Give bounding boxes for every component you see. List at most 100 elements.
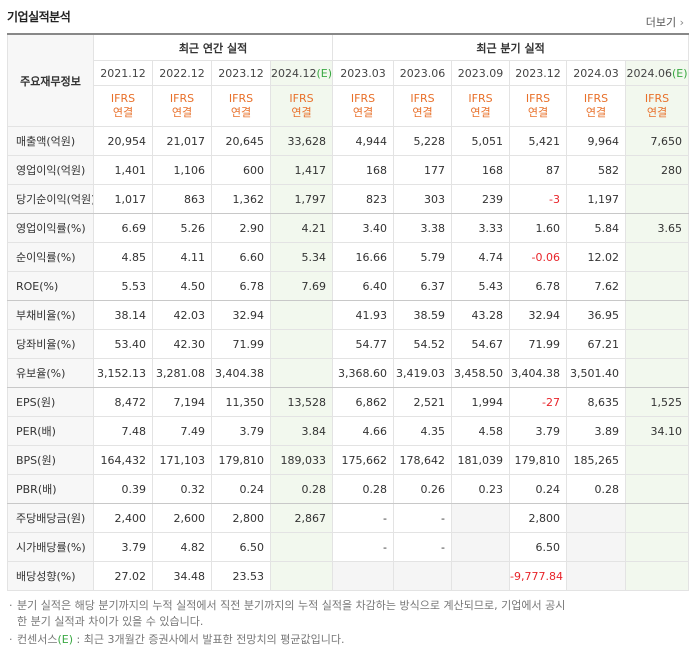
section-title: 기업실적분석 [7, 10, 71, 24]
period: 2023.12 [218, 66, 264, 80]
value-cell: 239 [451, 184, 511, 214]
period-header: 2024.12(E) [269, 60, 334, 86]
header-row: 2021.12 2022.12 2023.12 2024.12(E) 2023.03 20… [8, 60, 690, 86]
standard: IFRS [350, 92, 376, 105]
row-label: 부채비율(%) [7, 300, 94, 330]
value-cell: 71.99 [509, 329, 568, 359]
value-cell: 1,106 [152, 155, 212, 185]
value-cell: 32.94 [509, 300, 568, 330]
period-header: 2023.12 [211, 60, 271, 86]
basis: 연결 [527, 106, 549, 119]
data-row: EPS(원) 8,472 7,194 11,350 13,528 6,862 2,521 1,… [7, 387, 690, 417]
row-label: BPS(원) [7, 445, 94, 475]
group-header: 최근 분기 실적 [332, 33, 690, 61]
row-group: EPS(원) 8,472 7,194 11,350 13,528 6,862 2,521 1,… [7, 387, 690, 504]
value-cell: 5,228 [393, 126, 453, 156]
value-cell: 41.93 [332, 300, 395, 330]
value-cell: 179,810 [211, 445, 271, 475]
value-cell: 1,525 [625, 387, 690, 417]
value-cell: 38.14 [93, 300, 153, 330]
value-cell: 179,810 [509, 445, 568, 475]
basis: 연결 [646, 106, 668, 119]
empty-cell [625, 474, 690, 504]
value-cell: 185,265 [566, 445, 627, 475]
value-cell: 1,797 [269, 184, 334, 214]
basis: 연결 [112, 106, 134, 119]
header-row: IFRS 연결 IFRS 연결 IFRS 연결 IFRS 연결 IFRS 연결 IFRS 연결 IFRS… [8, 85, 690, 127]
basis: 연결 [585, 106, 607, 119]
period-header: 2023.03 [332, 60, 395, 86]
data-row: 유보율(%) 3,152.13 3,281.08 3,404.38 3,368.60 3,… [7, 358, 690, 388]
value-cell: 33,628 [269, 126, 334, 156]
value-cell: 1,417 [269, 155, 334, 185]
value-cell: 11,350 [211, 387, 271, 417]
value-cell: 54.67 [451, 329, 511, 359]
value-cell: 0.28 [566, 474, 627, 504]
data-row: 당기순이익(억원) 1,017 863 1,362 1,797 823 303 239 -3 1,… [7, 184, 690, 214]
empty-cell [625, 184, 690, 214]
value-cell: 43.28 [451, 300, 511, 330]
row-label: EPS(원) [7, 387, 94, 417]
period: 2023.12 [515, 66, 561, 80]
period-header: 2023.06 [393, 60, 453, 86]
period: 2023.09 [457, 66, 504, 80]
standard-header: IFRS 연결 [332, 85, 395, 127]
data-row: BPS(원) 164,432 171,103 179,810 189,033 175,66… [7, 445, 690, 475]
value-cell: 4.66 [332, 416, 395, 446]
value-cell: 3.65 [625, 213, 690, 243]
period: 2024.03 [573, 66, 619, 80]
value-cell: 23.53 [211, 561, 271, 591]
value-cell: 54.52 [393, 329, 453, 359]
value-cell: 0.26 [393, 474, 453, 504]
empty-cell [566, 503, 627, 533]
value-cell: 3,404.38 [509, 358, 568, 388]
value-cell: 0.39 [93, 474, 153, 504]
period: 2024.12 [271, 66, 317, 80]
period-header: 2024.06(E) [625, 60, 690, 86]
value-cell: 164,432 [93, 445, 153, 475]
row-label: PBR(배) [7, 474, 94, 504]
basis: 연결 [291, 106, 312, 119]
value-cell: 20,645 [211, 126, 271, 156]
standard: IFRS [110, 92, 136, 105]
value-cell: 2,800 [211, 503, 271, 533]
value-cell: 5.43 [451, 271, 511, 301]
period: 2022.12 [159, 66, 205, 80]
value-cell: 600 [211, 155, 271, 185]
standard: IFRS [289, 92, 314, 105]
value-cell: 4,944 [332, 126, 395, 156]
row-label: 영업이익(억원) [7, 155, 94, 185]
value-cell: 168 [451, 155, 511, 185]
value-cell: -27 [509, 387, 568, 417]
value-cell: 3,368.60 [332, 358, 395, 388]
value-cell: 582 [566, 155, 627, 185]
value-cell: 3,152.13 [93, 358, 153, 388]
value-cell: 5,051 [451, 126, 511, 156]
value-cell: 9,964 [566, 126, 627, 156]
value-cell: 8,635 [566, 387, 627, 417]
standard-header: IFRS 연결 [211, 85, 271, 127]
value-cell: 4.50 [152, 271, 212, 301]
value-cell: 6.78 [211, 271, 271, 301]
value-cell: 0.32 [152, 474, 212, 504]
row-label: PER(배) [7, 416, 94, 446]
basis: 연결 [230, 106, 252, 119]
standard: IFRS [228, 92, 254, 105]
row-label: 영업이익률(%) [7, 213, 94, 243]
row-label: 당기순이익(억원) [7, 184, 94, 214]
data-row: 주당배당금(원) 2,400 2,600 2,800 2,867- -2,800 [7, 503, 690, 533]
basis: 연결 [352, 106, 374, 119]
value-cell: 4.58 [451, 416, 511, 446]
value-cell: 3.79 [211, 416, 271, 446]
period-header: 2024.03 [566, 60, 627, 86]
value-cell: 177 [393, 155, 453, 185]
value-cell: -0.06 [509, 242, 568, 272]
value-cell: 1,362 [211, 184, 271, 214]
data-row: 당좌비율(%) 53.40 42.30 71.99 54.77 54.52 54.67 71.… [7, 329, 690, 359]
standard-header: IFRS 연결 [152, 85, 212, 127]
more-link[interactable]: 더보기 [646, 14, 684, 30]
data-row: PER(배) 7.48 7.49 3.79 3.84 4.66 4.35 4.58 3.79 3.… [7, 416, 690, 446]
value-cell: 42.30 [152, 329, 212, 359]
value-cell: 12.02 [566, 242, 627, 272]
value-cell: 0.24 [211, 474, 271, 504]
